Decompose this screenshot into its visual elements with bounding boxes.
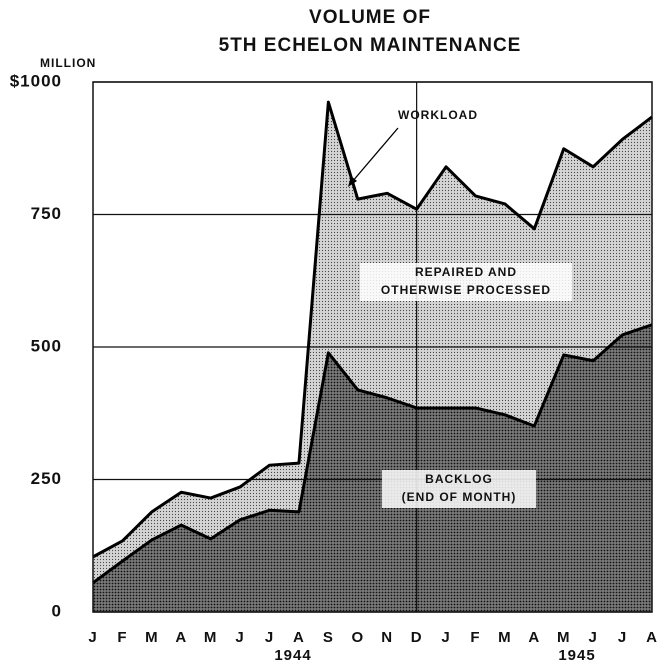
x-tick-label: M <box>498 629 512 646</box>
x-tick-label: O <box>351 629 364 646</box>
area-fill <box>93 324 652 612</box>
y-tick-label: 0 <box>52 601 62 620</box>
x-tick-label: D <box>411 629 423 646</box>
x-tick-label: A <box>293 629 305 646</box>
x-tick-label: J <box>235 629 244 646</box>
y-tick-label: $1000 <box>10 71 62 90</box>
x-tick-label: F <box>117 629 127 646</box>
y-tick-label: 750 <box>31 204 62 223</box>
annotation-arrowhead <box>348 176 357 187</box>
label-bg <box>360 263 572 301</box>
annotation: WORKLOAD <box>398 108 478 122</box>
label-bg <box>382 470 536 508</box>
x-tick-label: M <box>557 629 571 646</box>
y-tick-label: 500 <box>31 336 62 355</box>
plot-area <box>92 81 653 613</box>
x-tick-label: S <box>323 629 334 646</box>
x-tick-label: J <box>88 629 97 646</box>
x-tick-label: A <box>646 629 658 646</box>
x-tick-label: A <box>175 629 187 646</box>
x-tick-label: J <box>618 629 627 646</box>
x-tick-label: J <box>441 629 450 646</box>
chart-title: VOLUME OF <box>309 7 431 28</box>
annotation: BACKLOG <box>425 472 493 486</box>
x-tick-label: J <box>588 629 597 646</box>
x-tick-label: M <box>145 629 159 646</box>
x-tick-label: M <box>204 629 218 646</box>
year-label: 1944 <box>274 647 311 664</box>
annotation: OTHERWISE PROCESSED <box>381 283 551 297</box>
y-tick-label: 250 <box>31 469 62 488</box>
annotation: REPAIRED AND <box>415 265 517 279</box>
x-tick-label: F <box>470 629 480 646</box>
year-label: 1945 <box>558 647 595 664</box>
plot-frame <box>92 81 653 613</box>
chart-title: 5TH ECHELON MAINTENANCE <box>219 35 522 56</box>
x-tick-label: J <box>265 629 274 646</box>
annotation: (END OF MONTH) <box>402 490 517 504</box>
x-tick-label: N <box>381 629 393 646</box>
y-unit-label: MILLION <box>40 56 96 70</box>
series-line <box>92 100 653 559</box>
series-line <box>92 323 653 585</box>
x-tick-label: A <box>528 629 540 646</box>
annotation-arrow <box>351 127 399 183</box>
